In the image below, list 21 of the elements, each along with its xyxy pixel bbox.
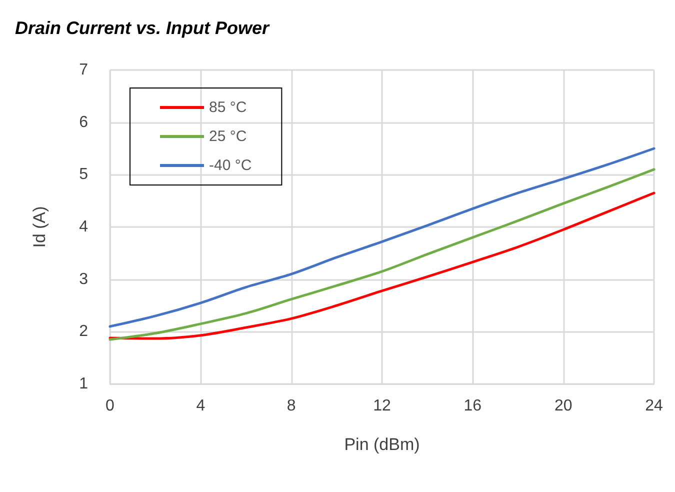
y-tick-label: 4 — [79, 218, 88, 236]
x-tick-label: 24 — [645, 398, 663, 414]
y-tick-label: 7 — [79, 62, 88, 78]
line-series — [108, 147, 656, 328]
y-axis-title: Id (A) — [30, 206, 49, 248]
x-tick-label: 0 — [106, 398, 115, 414]
y-tick-label: 1 — [79, 376, 88, 392]
x-tick-label: 4 — [196, 398, 206, 414]
y-tick-label: 5 — [79, 166, 88, 184]
legend-label: 85 °C — [209, 99, 247, 116]
x-tick-label: 20 — [554, 398, 572, 414]
chart-title: Drain Current vs. Input Power — [15, 18, 270, 38]
x-axis-title: Pin (dBm) — [344, 435, 420, 454]
y-tick-label: 3 — [79, 270, 88, 288]
y-tick-label: 6 — [79, 114, 88, 131]
x-tick-label: 8 — [286, 398, 296, 414]
legend-label: -40 °C — [209, 157, 252, 174]
legend-label: 25 °C — [209, 128, 247, 145]
x-tick-label: 12 — [373, 398, 391, 414]
y-tick-label: 2 — [79, 323, 88, 340]
x-tick-label: 16 — [464, 398, 482, 414]
